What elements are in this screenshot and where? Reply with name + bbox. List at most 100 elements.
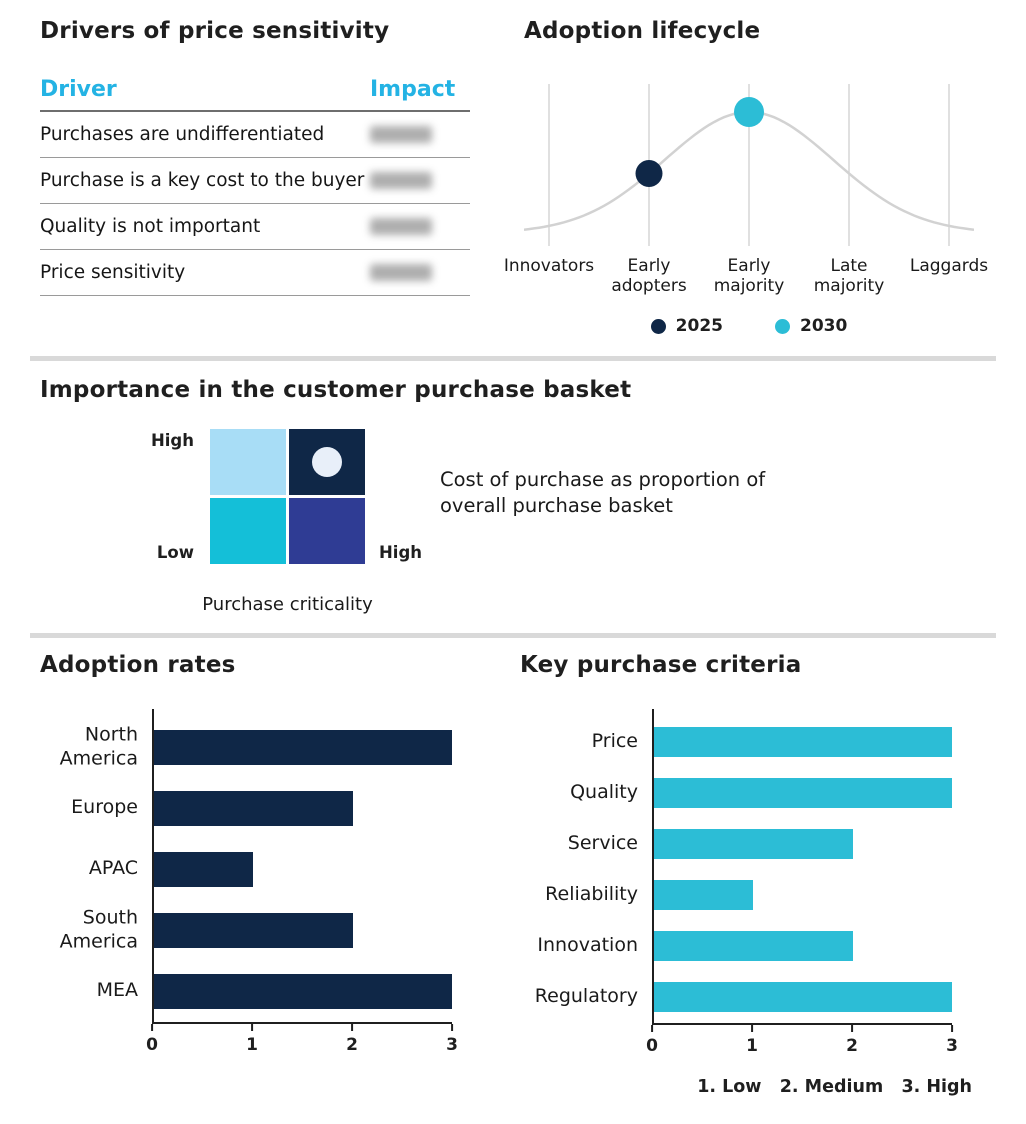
bar-rows: North America Europe APAC South America MEA: [60, 708, 452, 1022]
driver-cell: Purchase is a key cost to the buyer: [40, 170, 365, 192]
x-axis: 0 1 2 3: [146, 1021, 458, 1060]
bar: [654, 880, 754, 911]
bar-category-label: Quality: [570, 781, 638, 804]
bar-category-label: Regulatory: [534, 985, 638, 1008]
drivers-title: Drivers of price sensitivity: [40, 18, 390, 44]
adoption-rates-title: Adoption rates: [40, 652, 236, 679]
bar-row: South America: [60, 900, 452, 961]
drivers-panel: Drivers of price sensitivity Driver Impa…: [40, 18, 470, 350]
legend-label: 2025: [675, 316, 723, 337]
bar-row: MEA: [97, 961, 452, 1022]
impact-redacted-blur: [370, 218, 432, 236]
lifecycle-legend: 2025 2030: [524, 316, 974, 336]
y-axis-low-label: Low: [156, 543, 194, 563]
section-divider: [30, 356, 996, 361]
key-purchase-criteria-panel: Key purchase criteria Price Quality Servic…: [510, 652, 992, 1096]
quadrant-matrix-block: High Low High Purchase criticality: [151, 429, 422, 615]
drivers-table-body: Purchases are undifferentiated Purchase i…: [40, 112, 470, 297]
bar: [154, 912, 353, 948]
x-axis-tick: 3: [446, 1023, 458, 1055]
tick-mark: [350, 1023, 354, 1031]
lifecycle-category-axis: Innovators Early adopters Early majority La…: [504, 256, 988, 308]
x-axis-tick: 0: [146, 1023, 158, 1055]
x-axis-tick: 1: [746, 1024, 758, 1056]
bar-category-label: North America: [59, 723, 138, 770]
impact-redacted-blur: [370, 126, 432, 144]
bar: [154, 973, 452, 1009]
bar-category-label: Reliability: [545, 883, 638, 906]
adoption-lifecycle-panel: Adoption lifecycle Innovators Early adopt…: [470, 18, 992, 350]
bar: [154, 851, 254, 887]
x-axis: 0 1 2 3: [646, 1022, 958, 1061]
bar: [154, 729, 452, 765]
criteria-title: Key purchase criteria: [520, 652, 802, 679]
scale-note: 1. Low 2. Medium 3. High: [697, 1076, 972, 1097]
axis-tick-label: 3: [946, 1035, 958, 1056]
driver-column-header: Driver: [40, 76, 117, 102]
quadrant-top-left: [210, 429, 286, 496]
tick-mark: [450, 1023, 454, 1031]
driver-row: Price sensitivity: [40, 250, 470, 297]
bar-row: North America: [60, 717, 452, 778]
basket-content: High Low High Purchase criticality Cost …: [40, 429, 992, 615]
impact-cell: [370, 264, 470, 282]
x-axis-tick: 2: [846, 1024, 858, 1056]
bar: [654, 931, 853, 962]
x-axis-tick: 0: [646, 1024, 658, 1056]
driver-cell: Price sensitivity: [40, 262, 186, 284]
bar-category-label: South America: [59, 906, 138, 953]
impact-cell: [370, 172, 470, 190]
tick-mark: [750, 1024, 754, 1032]
purchase-basket-section: Importance in the customer purchase bask…: [40, 377, 992, 615]
lifecycle-category-label: Early majority: [713, 256, 785, 297]
bar-row: APAC: [89, 839, 452, 900]
lifecycle-chart: Innovators Early adopters Early majority La…: [504, 82, 988, 336]
impact-cell: [370, 126, 470, 144]
axis-tick-label: 2: [846, 1035, 858, 1056]
lifecycle-point-2030: [734, 97, 764, 128]
bar-row: Price: [592, 717, 952, 768]
axis-tick-label: 3: [446, 1034, 458, 1055]
bar-category-label: Europe: [71, 796, 138, 819]
tick-mark: [950, 1024, 954, 1032]
bar-category-label: Price: [591, 730, 638, 753]
adoption-rates-panel: Adoption rates North America Europe APAC So…: [40, 652, 510, 1096]
legend-item: 2030: [775, 316, 847, 336]
tick-mark: [150, 1023, 154, 1031]
x-axis-tick: 1: [246, 1023, 258, 1055]
tick-mark: [650, 1024, 654, 1032]
quadrant-bottom-right: [289, 498, 365, 565]
y-axis-high-label: High: [150, 431, 194, 451]
lifecycle-category-label: Early adopters: [611, 256, 687, 297]
axis-tick-label: 0: [646, 1035, 658, 1056]
driver-cell: Purchases are undifferentiated: [40, 124, 325, 146]
lifecycle-category-label: Laggards: [909, 256, 989, 277]
x-axis-high-label: High: [379, 543, 423, 563]
lifecycle-category-label: Innovators: [503, 256, 595, 277]
tick-mark: [850, 1024, 854, 1032]
criteria-chart: Price Quality Service Reliability Innovation…: [535, 708, 958, 1061]
legend-dot-icon: [775, 318, 790, 334]
matrix-grid: [210, 429, 365, 565]
legend-label: 2030: [800, 316, 848, 337]
axis-tick-label: 2: [346, 1034, 358, 1055]
bar: [154, 790, 353, 826]
basket-annotation: Cost of purchase as proportion of overal…: [440, 468, 766, 517]
lifecycle-bell-curve: [524, 84, 974, 247]
drivers-table-header: Driver Impact: [40, 68, 470, 113]
impact-redacted-blur: [370, 172, 432, 190]
x-axis-tick: 3: [946, 1024, 958, 1056]
legend-dot-icon: [650, 318, 666, 334]
impact-cell: [370, 218, 470, 236]
axis-tick-label: 1: [246, 1034, 258, 1055]
bar: [654, 829, 853, 860]
driver-row: Purchase is a key cost to the buyer: [40, 158, 470, 205]
quadrant-top-right: [289, 429, 365, 496]
bottom-section: Adoption rates North America Europe APAC So…: [40, 652, 992, 1096]
bar: [654, 982, 952, 1013]
legend-item: 2025: [650, 316, 723, 337]
quadrant-bottom-left: [210, 498, 286, 565]
driver-row: Quality is not important: [40, 204, 470, 251]
bar: [654, 778, 952, 809]
